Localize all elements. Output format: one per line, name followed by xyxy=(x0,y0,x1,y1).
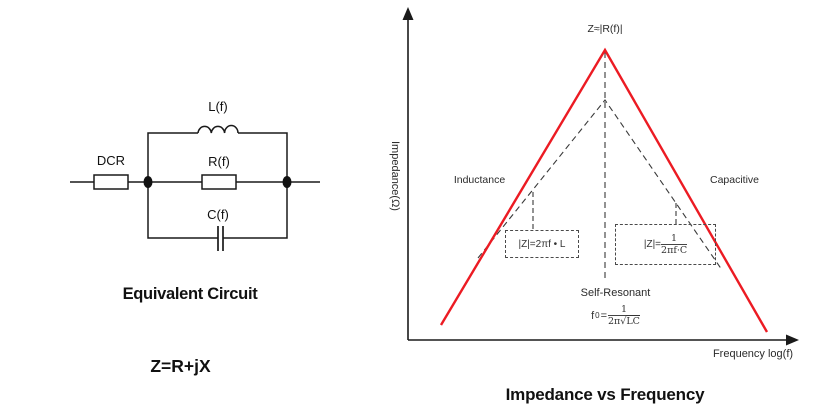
peak-label: Z≈|R(f)| xyxy=(587,23,623,35)
impedance-plot-drawing xyxy=(402,7,799,346)
dcr-label: DCR xyxy=(96,153,126,168)
dcr-resistor-box xyxy=(93,174,129,190)
resonant-denominator-radicand: LC xyxy=(626,315,640,327)
rf-resistor-box xyxy=(201,174,237,190)
resistor-label: R(f) xyxy=(208,154,230,169)
resonant-frequency-formula: f 0 = 1 2π√LC xyxy=(553,305,678,327)
equivalent-circuit-drawing xyxy=(70,124,320,251)
resonant-denominator-prefix: 2π√ xyxy=(608,315,627,327)
capacitor-branch-wire xyxy=(147,182,288,239)
resonant-frequency-fraction: 1 2π√LC xyxy=(608,305,640,327)
node-dot-right xyxy=(282,176,292,188)
capacitor-plates xyxy=(217,226,224,251)
inductance-region-label: Inductance xyxy=(453,174,506,186)
equivalent-circuit-caption: Equivalent Circuit xyxy=(122,285,258,303)
y-axis-arrow-icon xyxy=(402,7,414,20)
chart-title: Impedance vs Frequency xyxy=(505,385,705,404)
capacitive-region-label: Capacitive xyxy=(709,174,760,186)
capacitive-formula-lhs: |Z|= xyxy=(643,239,662,250)
capacitive-formula-fraction: 1 2πf·C xyxy=(661,233,688,256)
capacitive-formula-numerator: 1 xyxy=(661,233,688,245)
capacitor-label: C(f) xyxy=(207,207,229,222)
resonant-frequency-equals: = xyxy=(600,309,608,322)
node-dot-left xyxy=(143,176,153,188)
inductive-formula-box: |Z|=2πf • L xyxy=(505,230,579,258)
self-resonant-label: Self-Resonant xyxy=(580,287,651,299)
inductor-branch-wire xyxy=(147,132,288,182)
resonant-frequency-denominator: 2π√LC xyxy=(608,316,640,327)
inductor-label: L(f) xyxy=(208,99,228,114)
asymptote-dashed-lines xyxy=(477,99,723,271)
x-axis-arrow-icon xyxy=(786,334,799,346)
y-axis-label: Impedance(Ω) xyxy=(389,141,401,211)
impedance-curve xyxy=(439,47,769,333)
inductor-coil xyxy=(197,124,239,134)
x-axis-label: Frequency log(f) xyxy=(712,348,794,360)
capacitive-formula-box: |Z|= 1 2πf·C xyxy=(615,224,716,265)
resonant-frequency-numerator: 1 xyxy=(608,305,640,316)
inductive-formula: |Z|=2πf • L xyxy=(518,238,566,250)
resonant-frequency-symbol: f xyxy=(591,309,595,322)
impedance-equation: Z=R+jX xyxy=(150,356,211,376)
capacitive-formula-denominator: 2πf·C xyxy=(661,244,688,256)
resonant-frequency-subscript: 0 xyxy=(595,311,600,321)
